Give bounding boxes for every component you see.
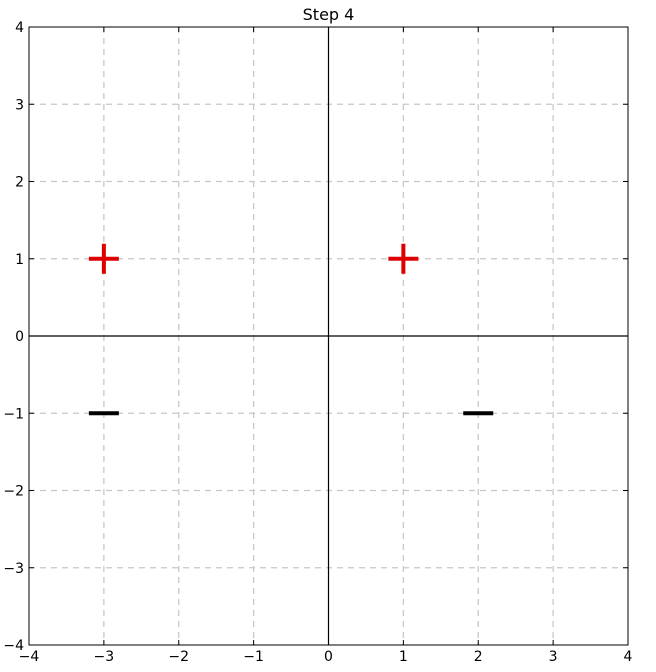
y-tick-label: −2 <box>3 484 24 500</box>
x-tick-label: −2 <box>168 649 189 665</box>
ticks: −4 −3 −2 −1 0 1 2 3 4 −4 −3 −2 −1 0 1 2 3 4 <box>3 20 632 665</box>
x-tick-label: 2 <box>474 649 483 665</box>
y-tick-label: −3 <box>3 561 24 577</box>
data-markers <box>88 243 494 416</box>
y-tick-label: 0 <box>15 329 24 345</box>
x-tick-label: −4 <box>19 649 40 665</box>
y-tick-label: 3 <box>15 97 24 113</box>
x-tick-label: 4 <box>624 649 633 665</box>
y-tick-label: −4 <box>3 638 24 654</box>
y-tick-label: 1 <box>15 252 24 268</box>
plus-marker <box>388 243 419 274</box>
chart-title: Step 4 <box>303 5 355 24</box>
x-tick-label: −3 <box>94 649 115 665</box>
x-tick-label: 0 <box>324 649 333 665</box>
x-tick-label: −1 <box>243 649 264 665</box>
plus-marker <box>88 243 119 274</box>
axis-lines <box>29 27 628 645</box>
y-tick-label: 2 <box>15 175 24 191</box>
x-tick-label: 1 <box>399 649 408 665</box>
x-tick-label: 3 <box>549 649 558 665</box>
y-tick-label: 4 <box>15 20 24 36</box>
y-tick-label: −1 <box>3 406 24 422</box>
